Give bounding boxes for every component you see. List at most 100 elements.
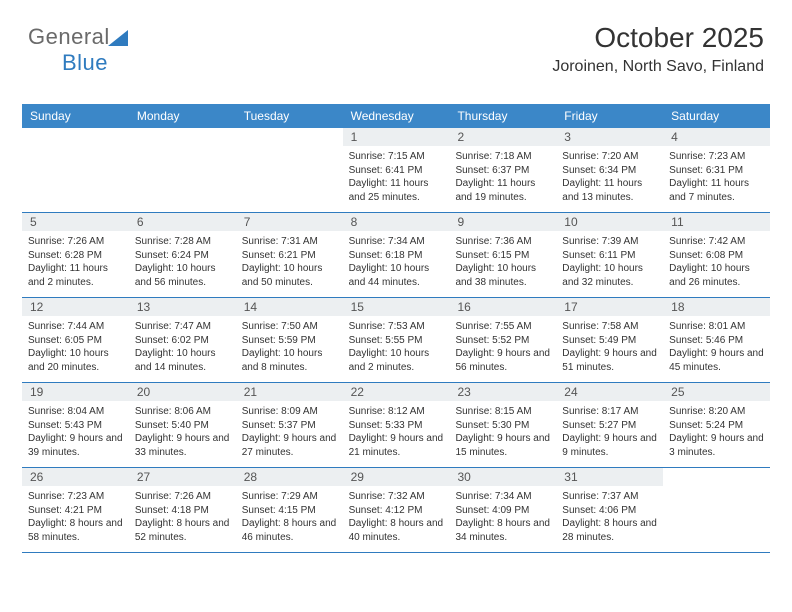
day-cell: 25Sunrise: 8:20 AMSunset: 5:24 PMDayligh… bbox=[663, 383, 770, 467]
daylight-text: Daylight: 8 hours and 58 minutes. bbox=[28, 517, 123, 544]
daylight-text: Daylight: 8 hours and 28 minutes. bbox=[562, 517, 657, 544]
day-cell: 27Sunrise: 7:26 AMSunset: 4:18 PMDayligh… bbox=[129, 468, 236, 552]
daylight-text: Daylight: 8 hours and 34 minutes. bbox=[455, 517, 550, 544]
sunrise-text: Sunrise: 7:47 AM bbox=[135, 320, 230, 334]
day-cell: 8 Sunrise: 7:34 AMSunset: 6:18 PMDaylight… bbox=[343, 213, 450, 297]
day-cell: 26Sunrise: 7:23 AMSunset: 4:21 PMDayligh… bbox=[22, 468, 129, 552]
sunrise-text: Sunrise: 7:20 AM bbox=[562, 150, 657, 164]
daylight-text: Daylight: 9 hours and 33 minutes. bbox=[135, 432, 230, 459]
day-number: 13 bbox=[129, 298, 236, 316]
daylight-text: Daylight: 9 hours and 9 minutes. bbox=[562, 432, 657, 459]
day-info: Sunrise: 8:12 AMSunset: 5:33 PMDaylight:… bbox=[349, 405, 444, 459]
daylight-text: Daylight: 11 hours and 7 minutes. bbox=[669, 177, 764, 204]
daylight-text: Daylight: 9 hours and 39 minutes. bbox=[28, 432, 123, 459]
daylight-text: Daylight: 9 hours and 15 minutes. bbox=[455, 432, 550, 459]
sunrise-text: Sunrise: 8:17 AM bbox=[562, 405, 657, 419]
sunset-text: Sunset: 5:30 PM bbox=[455, 419, 550, 433]
sunset-text: Sunset: 6:15 PM bbox=[455, 249, 550, 263]
sunrise-text: Sunrise: 7:23 AM bbox=[28, 490, 123, 504]
weekday-header: Monday bbox=[129, 104, 236, 128]
weekday-header-row: Sunday Monday Tuesday Wednesday Thursday… bbox=[22, 104, 770, 128]
sunset-text: Sunset: 4:09 PM bbox=[455, 504, 550, 518]
header-right: October 2025 Joroinen, North Savo, Finla… bbox=[552, 22, 764, 76]
weekday-header: Saturday bbox=[663, 104, 770, 128]
sunset-text: Sunset: 6:11 PM bbox=[562, 249, 657, 263]
day-info: Sunrise: 7:20 AMSunset: 6:34 PMDaylight:… bbox=[562, 150, 657, 204]
daylight-text: Daylight: 9 hours and 45 minutes. bbox=[669, 347, 764, 374]
day-info: Sunrise: 7:34 AMSunset: 6:18 PMDaylight:… bbox=[349, 235, 444, 289]
sunset-text: Sunset: 5:55 PM bbox=[349, 334, 444, 348]
day-cell: 28Sunrise: 7:29 AMSunset: 4:15 PMDayligh… bbox=[236, 468, 343, 552]
sunrise-text: Sunrise: 8:15 AM bbox=[455, 405, 550, 419]
sunrise-text: Sunrise: 7:26 AM bbox=[28, 235, 123, 249]
day-cell: 19Sunrise: 8:04 AMSunset: 5:43 PMDayligh… bbox=[22, 383, 129, 467]
sunrise-text: Sunrise: 7:50 AM bbox=[242, 320, 337, 334]
day-cell: 12 Sunrise: 7:44 AMSunset: 6:05 PMDayligh… bbox=[22, 298, 129, 382]
day-info: Sunrise: 7:44 AMSunset: 6:05 PMDaylight:… bbox=[28, 320, 123, 374]
day-number: 26 bbox=[22, 468, 129, 486]
sunrise-text: Sunrise: 7:26 AM bbox=[135, 490, 230, 504]
day-info: Sunrise: 7:23 AMSunset: 6:31 PMDaylight:… bbox=[669, 150, 764, 204]
day-number: 29 bbox=[343, 468, 450, 486]
daylight-text: Daylight: 11 hours and 2 minutes. bbox=[28, 262, 123, 289]
day-cell: 21Sunrise: 8:09 AMSunset: 5:37 PMDayligh… bbox=[236, 383, 343, 467]
sunset-text: Sunset: 4:06 PM bbox=[562, 504, 657, 518]
sunrise-text: Sunrise: 8:12 AM bbox=[349, 405, 444, 419]
daylight-text: Daylight: 9 hours and 21 minutes. bbox=[349, 432, 444, 459]
day-number: 28 bbox=[236, 468, 343, 486]
day-cell: 14Sunrise: 7:50 AMSunset: 5:59 PMDayligh… bbox=[236, 298, 343, 382]
day-info: Sunrise: 8:01 AMSunset: 5:46 PMDaylight:… bbox=[669, 320, 764, 374]
daylight-text: Daylight: 10 hours and 2 minutes. bbox=[349, 347, 444, 374]
sunset-text: Sunset: 5:37 PM bbox=[242, 419, 337, 433]
day-info: Sunrise: 8:06 AMSunset: 5:40 PMDaylight:… bbox=[135, 405, 230, 459]
day-cell bbox=[236, 128, 343, 212]
brand-part1: General bbox=[28, 24, 110, 49]
weekday-header: Thursday bbox=[449, 104, 556, 128]
sunrise-text: Sunrise: 8:09 AM bbox=[242, 405, 337, 419]
day-info: Sunrise: 7:34 AMSunset: 4:09 PMDaylight:… bbox=[455, 490, 550, 544]
daylight-text: Daylight: 8 hours and 40 minutes. bbox=[349, 517, 444, 544]
daylight-text: Daylight: 10 hours and 32 minutes. bbox=[562, 262, 657, 289]
sunrise-text: Sunrise: 7:18 AM bbox=[455, 150, 550, 164]
day-cell: 15Sunrise: 7:53 AMSunset: 5:55 PMDayligh… bbox=[343, 298, 450, 382]
day-cell: 31Sunrise: 7:37 AMSunset: 4:06 PMDayligh… bbox=[556, 468, 663, 552]
sunrise-text: Sunrise: 7:55 AM bbox=[455, 320, 550, 334]
week-row: 26Sunrise: 7:23 AMSunset: 4:21 PMDayligh… bbox=[22, 468, 770, 553]
daylight-text: Daylight: 10 hours and 26 minutes. bbox=[669, 262, 764, 289]
day-info: Sunrise: 7:36 AMSunset: 6:15 PMDaylight:… bbox=[455, 235, 550, 289]
sunrise-text: Sunrise: 7:58 AM bbox=[562, 320, 657, 334]
calendar-page: General Blue October 2025 Joroinen, Nort… bbox=[0, 0, 792, 612]
daylight-text: Daylight: 10 hours and 50 minutes. bbox=[242, 262, 337, 289]
day-cell: 3 Sunrise: 7:20 AMSunset: 6:34 PMDaylight… bbox=[556, 128, 663, 212]
sunset-text: Sunset: 6:37 PM bbox=[455, 164, 550, 178]
day-cell: 18Sunrise: 8:01 AMSunset: 5:46 PMDayligh… bbox=[663, 298, 770, 382]
sunrise-text: Sunrise: 7:31 AM bbox=[242, 235, 337, 249]
day-number: 30 bbox=[449, 468, 556, 486]
sunset-text: Sunset: 5:24 PM bbox=[669, 419, 764, 433]
sunrise-text: Sunrise: 7:23 AM bbox=[669, 150, 764, 164]
daylight-text: Daylight: 10 hours and 38 minutes. bbox=[455, 262, 550, 289]
day-cell: 16Sunrise: 7:55 AMSunset: 5:52 PMDayligh… bbox=[449, 298, 556, 382]
day-info: Sunrise: 7:37 AMSunset: 4:06 PMDaylight:… bbox=[562, 490, 657, 544]
daylight-text: Daylight: 9 hours and 3 minutes. bbox=[669, 432, 764, 459]
day-cell: 1Sunrise: 7:15 AMSunset: 6:41 PMDaylight… bbox=[343, 128, 450, 212]
sunset-text: Sunset: 5:43 PM bbox=[28, 419, 123, 433]
day-number: 10 bbox=[556, 213, 663, 231]
day-cell: 29Sunrise: 7:32 AMSunset: 4:12 PMDayligh… bbox=[343, 468, 450, 552]
day-number: 8 bbox=[343, 213, 450, 231]
day-info: Sunrise: 7:39 AMSunset: 6:11 PMDaylight:… bbox=[562, 235, 657, 289]
day-number: 1 bbox=[343, 128, 450, 146]
day-cell bbox=[129, 128, 236, 212]
day-number: 3 bbox=[556, 128, 663, 146]
day-cell bbox=[663, 468, 770, 552]
sunset-text: Sunset: 6:24 PM bbox=[135, 249, 230, 263]
day-number: 24 bbox=[556, 383, 663, 401]
day-info: Sunrise: 7:31 AMSunset: 6:21 PMDaylight:… bbox=[242, 235, 337, 289]
day-info: Sunrise: 8:15 AMSunset: 5:30 PMDaylight:… bbox=[455, 405, 550, 459]
day-number: 6 bbox=[129, 213, 236, 231]
sunset-text: Sunset: 6:34 PM bbox=[562, 164, 657, 178]
brand-triangle-icon bbox=[108, 30, 128, 46]
day-number: 12 bbox=[22, 298, 129, 316]
sunrise-text: Sunrise: 7:28 AM bbox=[135, 235, 230, 249]
day-number: 5 bbox=[22, 213, 129, 231]
